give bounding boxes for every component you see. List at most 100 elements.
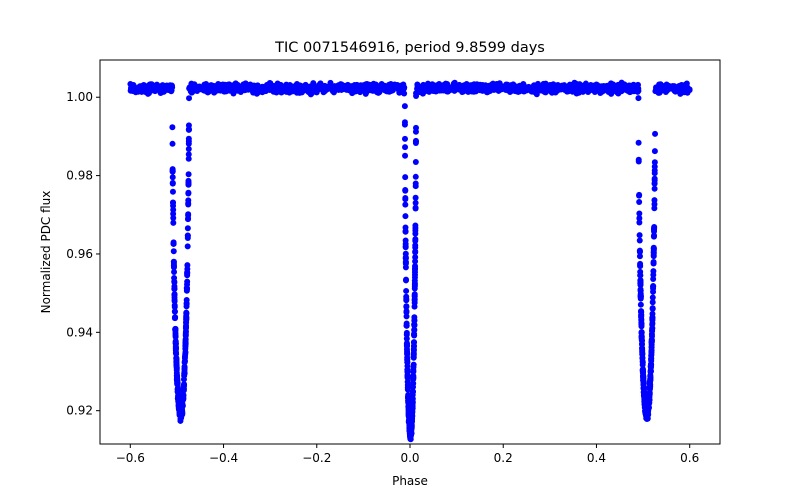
- data-point: [636, 232, 643, 239]
- y-tick-label: 0.94: [66, 325, 93, 339]
- data-point: [649, 294, 656, 301]
- data-point: [637, 268, 644, 275]
- data-point: [183, 285, 190, 292]
- data-point: [184, 225, 191, 232]
- data-point: [443, 85, 450, 92]
- data-point: [650, 268, 657, 275]
- data-point: [171, 308, 178, 315]
- data-point: [649, 314, 656, 321]
- data-point: [413, 124, 419, 131]
- data-point: [607, 88, 614, 95]
- data-point: [412, 199, 419, 206]
- data-point: [404, 369, 411, 376]
- data-point: [232, 80, 239, 87]
- data-point: [175, 405, 182, 412]
- data-point: [496, 80, 503, 87]
- data-point: [411, 281, 418, 288]
- data-point: [401, 103, 408, 110]
- data-point: [403, 342, 410, 349]
- data-point: [432, 83, 439, 90]
- data-point: [335, 82, 342, 89]
- data-point: [182, 339, 189, 346]
- data-point: [376, 86, 383, 93]
- data-point: [402, 228, 409, 235]
- data-point: [172, 326, 179, 333]
- data-point: [169, 140, 176, 147]
- data-point: [297, 84, 304, 91]
- data-point: [173, 357, 180, 364]
- data-point: [183, 309, 190, 316]
- data-point: [640, 384, 647, 391]
- data-point: [651, 185, 658, 192]
- data-point: [638, 329, 645, 336]
- data-point: [402, 250, 409, 257]
- data-point: [473, 81, 480, 88]
- data-point: [646, 380, 653, 387]
- data-point: [402, 213, 409, 220]
- x-tick-label: −0.2: [302, 451, 331, 465]
- data-point: [185, 122, 192, 129]
- data-point: [636, 199, 643, 206]
- data-point: [402, 174, 409, 181]
- data-point: [171, 285, 178, 292]
- data-point: [637, 301, 644, 308]
- data-point: [448, 84, 455, 91]
- data-point: [407, 434, 414, 441]
- data-point: [637, 295, 644, 302]
- data-point: [671, 87, 678, 94]
- data-point: [193, 86, 200, 93]
- data-point: [182, 351, 189, 358]
- data-point: [402, 152, 409, 159]
- data-point: [402, 277, 409, 284]
- data-point: [649, 325, 656, 332]
- data-point: [661, 85, 668, 92]
- data-point: [639, 345, 646, 352]
- data-point: [188, 83, 195, 90]
- data-point: [412, 242, 419, 249]
- data-point: [170, 262, 177, 269]
- data-point: [650, 245, 657, 252]
- data-point: [412, 183, 419, 190]
- data-point: [639, 361, 646, 368]
- data-point: [404, 356, 411, 363]
- data-point: [317, 81, 324, 88]
- data-point: [421, 87, 428, 94]
- data-point: [410, 380, 417, 387]
- data-point: [170, 239, 177, 246]
- data-point: [637, 286, 644, 293]
- data-point: [636, 215, 643, 222]
- data-point: [652, 130, 659, 137]
- y-tick-label: 0.96: [66, 247, 93, 261]
- data-point: [515, 83, 522, 90]
- data-point: [408, 418, 415, 425]
- data-point: [411, 297, 418, 304]
- data-point: [283, 88, 290, 95]
- data-point: [402, 144, 409, 151]
- x-axis-label: Phase: [392, 474, 428, 488]
- data-point: [646, 390, 653, 397]
- data-point: [641, 390, 648, 397]
- data-point: [533, 85, 540, 92]
- data-point: [412, 254, 419, 261]
- data-point: [180, 382, 187, 389]
- x-tick-label: −0.4: [209, 451, 238, 465]
- data-point: [649, 320, 656, 327]
- data-point: [579, 85, 586, 92]
- data-point: [635, 139, 642, 146]
- data-point: [146, 86, 153, 93]
- data-point: [638, 309, 645, 316]
- data-point: [401, 90, 408, 97]
- data-point: [183, 300, 190, 307]
- data-point: [646, 400, 653, 407]
- data-point: [184, 243, 191, 250]
- data-point: [239, 84, 246, 91]
- data-point: [635, 87, 642, 94]
- data-point: [403, 303, 410, 310]
- data-point: [411, 330, 418, 337]
- data-point: [648, 344, 655, 351]
- data-point: [636, 237, 643, 244]
- data-point: [636, 248, 643, 255]
- data-point: [637, 280, 644, 287]
- data-point: [650, 288, 657, 295]
- data-point: [640, 372, 647, 379]
